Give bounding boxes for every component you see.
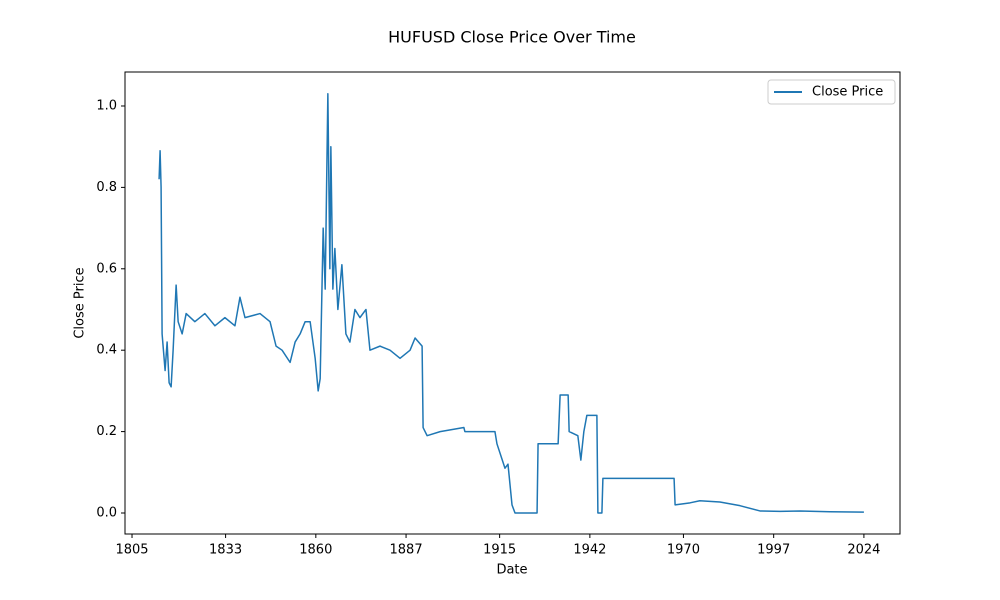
x-tick-label: 1805 (115, 543, 148, 558)
y-tick-label: 1.0 (96, 98, 117, 113)
chart-title: HUFUSD Close Price Over Time (388, 28, 636, 47)
x-tick-label: 1887 (390, 543, 423, 558)
x-tick-label: 1942 (573, 543, 606, 558)
x-axis-label: Date (496, 563, 527, 578)
legend-box (767, 79, 896, 105)
y-tick-label: 0.2 (96, 424, 117, 439)
plot-frame (124, 71, 901, 535)
y-tick-label: 0.8 (96, 180, 117, 195)
line (158, 93, 864, 514)
y-axis-label: Close Price (73, 267, 88, 338)
x-tick-label: 2024 (847, 543, 880, 558)
x-tick-label: 1997 (757, 543, 790, 558)
y-tick-label: 0.6 (96, 261, 117, 276)
x-tick-label: 1833 (209, 543, 242, 558)
x-tick-label: 1860 (299, 543, 332, 558)
x-tick-label: 1915 (483, 543, 516, 558)
legend-label: Close Price (812, 85, 883, 100)
y-tick-label: 0.4 (96, 343, 117, 358)
y-tick-label: 0.0 (96, 505, 117, 520)
x-tick-label: 1970 (667, 543, 700, 558)
